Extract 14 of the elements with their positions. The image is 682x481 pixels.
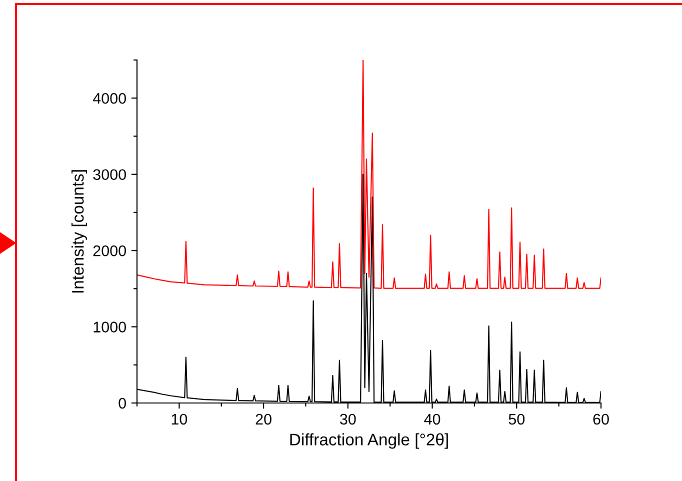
y-tick-label: 3000 bbox=[93, 169, 126, 180]
x-tick-label: 60 bbox=[593, 414, 609, 425]
y-tick-label: 0 bbox=[118, 398, 126, 409]
y-axis-title: Intensity [counts] bbox=[72, 170, 88, 292]
x-tick-label: 30 bbox=[340, 414, 356, 425]
y-tick-label: 2000 bbox=[93, 245, 126, 256]
x-tick-label: 20 bbox=[256, 414, 272, 425]
line-series bbox=[137, 60, 601, 289]
y-tick-label: 1000 bbox=[94, 322, 126, 332]
x-tick-label: 50 bbox=[508, 414, 525, 425]
x-axis-title: Diffraction Angle [°2θ] bbox=[290, 433, 448, 449]
x-tick-label: 10 bbox=[172, 414, 188, 425]
y-tick-label: 4000 bbox=[92, 92, 126, 104]
x-tick-label: 40 bbox=[424, 414, 440, 425]
